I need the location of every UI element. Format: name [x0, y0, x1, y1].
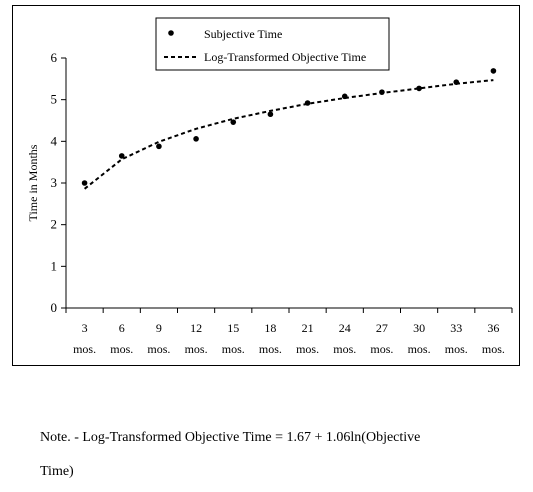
x-tick-label: 18	[264, 321, 276, 335]
y-tick-label: 5	[51, 92, 58, 107]
legend-label-log-transformed: Log-Transformed Objective Time	[204, 50, 366, 64]
x-tick-label: 21	[302, 321, 314, 335]
x-tick-label: 36	[487, 321, 499, 335]
x-tick-label: 9	[156, 321, 162, 335]
data-point-subjective	[156, 143, 162, 150]
y-tick-label: 6	[51, 50, 58, 65]
data-point-subjective	[230, 119, 237, 125]
x-tick-unit: mos.	[482, 342, 505, 356]
data-point-subjective	[81, 180, 88, 186]
legend-box	[155, 17, 390, 71]
data-point-subjective	[453, 79, 460, 85]
x-tick-unit: mos.	[408, 342, 431, 356]
x-tick-unit: mos.	[296, 342, 319, 356]
x-tick-unit: mos.	[259, 342, 282, 356]
x-tick-unit: mos.	[147, 342, 170, 356]
y-tick-label: 4	[51, 133, 58, 148]
y-tick-label: 2	[51, 217, 58, 232]
series-line-log-transformed	[83, 79, 494, 190]
x-tick-unit: mos.	[445, 342, 468, 356]
y-tick-label: 0	[51, 300, 58, 315]
legend-marker-subjective	[168, 30, 174, 36]
x-tick-unit: mos.	[333, 342, 356, 356]
x-tick-label: 3	[82, 321, 88, 335]
x-tick-label: 27	[376, 321, 388, 335]
x-tick-label: 33	[450, 321, 462, 335]
note-line-2: Time)	[40, 464, 74, 479]
legend-label-subjective: Subjective Time	[204, 27, 282, 41]
x-tick-label: 15	[227, 321, 239, 335]
x-tick-unit: mos.	[110, 342, 133, 356]
y-axis-label: Time in Months	[26, 144, 40, 221]
y-tick-label: 1	[51, 258, 58, 273]
x-tick-label: 30	[413, 321, 425, 335]
x-tick-unit: mos.	[73, 342, 96, 356]
data-point-subjective	[118, 153, 125, 159]
data-point-subjective	[379, 89, 385, 95]
x-tick-label: 6	[119, 321, 125, 335]
data-point-subjective	[341, 93, 348, 100]
data-point-subjective	[490, 68, 497, 74]
data-point-subjective	[304, 100, 311, 106]
data-point-subjective	[193, 136, 199, 142]
x-tick-label: 12	[190, 321, 202, 335]
x-tick-unit: mos.	[185, 342, 208, 356]
note-line-1: Note. - Log-Transformed Objective Time =…	[40, 430, 421, 445]
x-tick-unit: mos.	[222, 342, 245, 356]
x-tick-label: 24	[339, 321, 351, 335]
y-tick-label: 3	[51, 175, 58, 190]
data-point-subjective	[416, 85, 422, 92]
x-tick-unit: mos.	[370, 342, 393, 356]
data-point-subjective	[267, 111, 274, 118]
figure-frame: 0 1 2 3 4 5 6 Time in Months 3 mos. 6 mos. 9 mos. 12 m…	[12, 5, 520, 366]
